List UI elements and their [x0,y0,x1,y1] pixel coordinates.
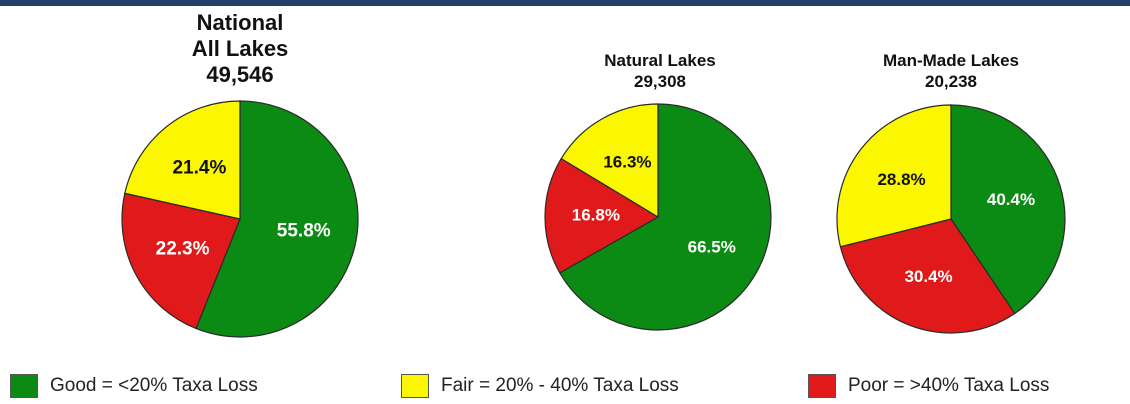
legend-good: Good = <20% Taxa Loss [10,372,258,400]
pie-charts: 55.8% 22.3% 21.4% 66.5% 16.8% 16.3% 40.4% 30.4%… [121,100,1066,338]
legend-swatch-good [10,374,38,398]
chart-title-line: 49,546 [206,62,274,87]
legend-label-fair: Fair = 20% - 40% Taxa Loss [441,375,679,396]
pie-slice-good [195,100,359,338]
chart-title-line: 29,308 [634,72,686,91]
pie-slice-good [950,104,1066,315]
pie-slice-fair [836,104,952,248]
chart-title-line: 20,238 [925,72,977,91]
pie-data-label-poor: 22.3% [156,238,210,259]
pie-data-label-fair: 28.8% [877,170,925,189]
pie-slice-poor [544,157,660,274]
chart-title-natural: Natural Lakes 29,308 [560,50,760,92]
legend-swatch-poor [808,374,836,398]
chart-title-man-made: Man-Made Lakes 20,238 [851,50,1051,92]
pie-slice-good [558,103,772,331]
pie-data-label-good: 55.8% [277,220,331,241]
pie-slice-fair [560,103,659,219]
pie-data-label-fair: 21.4% [172,157,226,178]
pie-slice-poor [839,218,1016,334]
pie-data-label-fair: 16.3% [603,152,651,171]
legend-swatch-fair [401,374,429,398]
chart-title-national: National All Lakes 49,546 [140,10,340,88]
pie-slice-fair [124,100,241,220]
chart-title-line: National [196,10,284,35]
pie-data-label-poor: 16.8% [572,206,620,225]
chart-title-line: All Lakes [191,36,289,61]
legend-poor: Poor = >40% Taxa Loss [808,372,1049,400]
legend-label-good: Good = <20% Taxa Loss [50,375,258,396]
chart-title-line: Natural Lakes [604,51,716,70]
header-bar [0,0,1130,6]
pie-data-label-good: 40.4% [987,190,1035,209]
legend-fair: Fair = 20% - 40% Taxa Loss [401,372,679,400]
pie-data-label-good: 66.5% [688,238,736,257]
pie-slice-poor [121,192,241,330]
legend-label-poor: Poor = >40% Taxa Loss [848,375,1050,396]
pie-data-label-poor: 30.4% [904,267,952,286]
chart-title-line: Man-Made Lakes [882,51,1020,70]
